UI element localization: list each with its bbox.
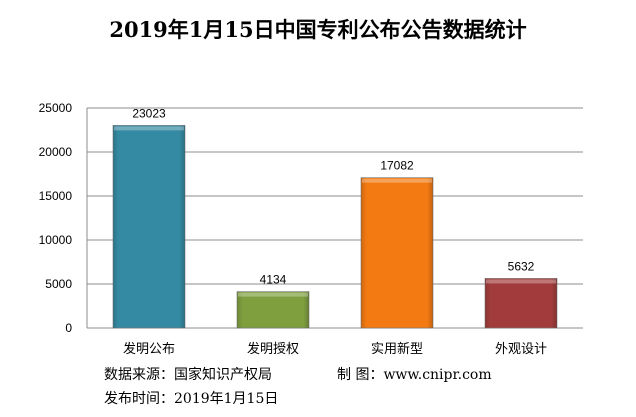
y-tick-label: 0 [65,321,72,335]
data-label: 17082 [380,159,414,173]
x-tick-label: 实用新型 [371,341,423,357]
data-label: 23023 [132,106,166,120]
y-axis-ticks: 0 5000 10000 15000 20000 25000 [39,101,73,335]
data-label: 5632 [508,259,535,273]
y-tick-label: 5000 [45,277,72,291]
x-axis-labels: 发明公布 发明授权 实用新型 外观设计 [123,341,547,357]
publish-date: 发布时间：2019年1月15日 [104,388,278,408]
bar-highlight [362,179,432,183]
bar-bevel [237,292,309,328]
x-tick-label: 发明授权 [247,341,299,357]
x-tick-label: 外观设计 [495,342,547,357]
y-tick-label: 25000 [39,101,73,115]
bars: 23023 4134 17082 5632 [113,106,557,328]
y-tick-label: 20000 [39,145,73,159]
y-tick-label: 15000 [39,189,73,203]
bar-highlight [486,279,556,283]
chart-title: 2019年1月15日中国专利公布公告数据统计 [109,17,526,42]
data-source: 数据来源：国家知识产权局 [104,364,272,384]
bar-bevel [485,278,557,328]
bar-bevel [361,178,433,328]
data-label: 4134 [260,273,287,287]
bar-highlight [238,293,308,297]
chart-maker: 制 图：www.cnipr.com [337,364,492,384]
bar-bevel [113,125,185,328]
x-tick-label: 发明公布 [123,341,175,357]
bar-highlight [114,126,184,130]
y-tick-label: 10000 [39,233,73,247]
